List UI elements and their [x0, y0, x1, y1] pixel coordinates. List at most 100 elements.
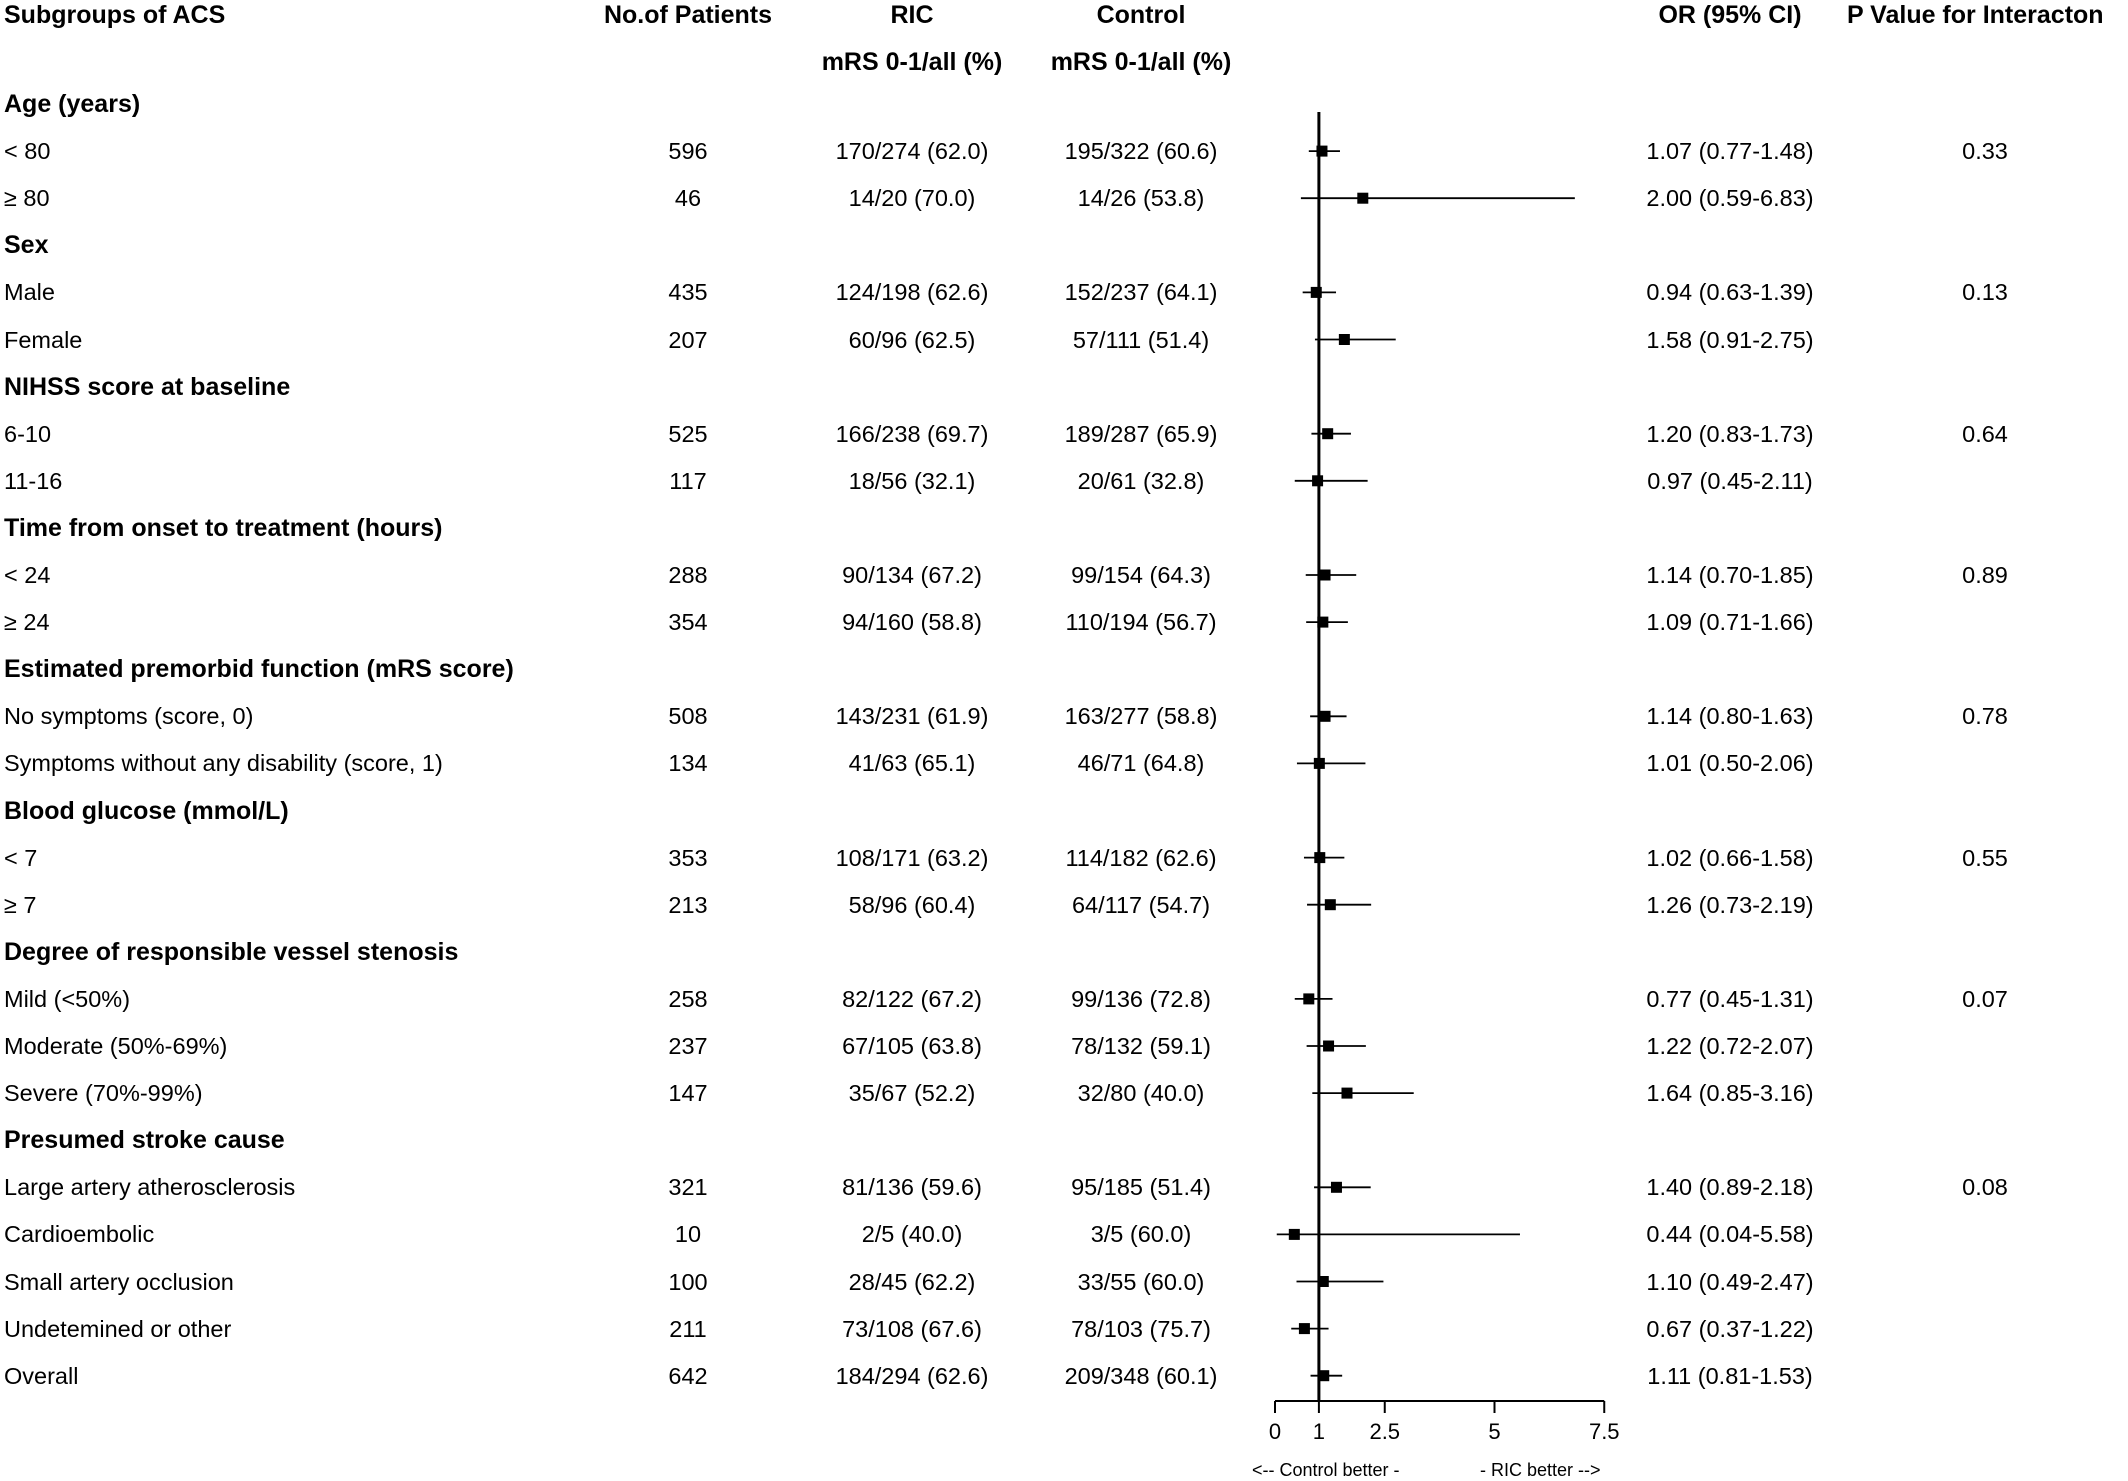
p-interaction-value: 0.64 — [1962, 420, 2008, 447]
patients-count: 46 — [674, 185, 702, 212]
patients-count: 288 — [668, 562, 708, 588]
or-ci-value: 2.00 (0.59-6.83) — [1646, 185, 1814, 212]
row-label: Small artery occlusion — [4, 1268, 234, 1295]
ric-value: 90/134 (67.2) — [842, 562, 982, 588]
row-label: 11-16 — [4, 467, 63, 494]
or-point — [1341, 1087, 1353, 1099]
x-tick-label: 0 — [1269, 1419, 1281, 1444]
row-label: < 24 — [4, 562, 51, 588]
ric-value: 73/108 (67.6) — [842, 1315, 982, 1342]
row-label: Cardioembolic — [4, 1221, 155, 1248]
row-label: < 7 — [4, 844, 38, 871]
or-point — [1298, 1323, 1310, 1335]
or-ci-value: 1.64 (0.85-3.16) — [1646, 1080, 1814, 1107]
ric-value: 82/122 (67.2) — [842, 985, 982, 1012]
or-point — [1317, 1276, 1329, 1287]
ric-value: 28/45 (62.2) — [848, 1268, 976, 1295]
p-interaction-value: 0.07 — [1962, 985, 2008, 1012]
or-ci-value: 1.01 (0.50-2.06) — [1646, 750, 1814, 777]
control-value: 33/55 (60.0) — [1077, 1268, 1205, 1295]
ric-value: 35/67 (52.2) — [848, 1080, 976, 1107]
or-point — [1323, 1040, 1335, 1052]
header-patients: No.of Patients — [603, 1, 773, 29]
header-subgroup: Subgroups of ACS — [4, 1, 226, 29]
row-label: No symptoms (score, 0) — [4, 703, 254, 730]
row-label: Symptoms without any disability (score, … — [4, 750, 443, 777]
header-or: OR (95% CI) — [1658, 1, 1802, 29]
or-ci-value: 1.40 (0.89-2.18) — [1646, 1174, 1814, 1201]
ric-value: 124/198 (62.6) — [835, 279, 989, 306]
patients-count: 435 — [668, 279, 708, 306]
control-value: 114/182 (62.6) — [1065, 844, 1217, 871]
or-point — [1288, 1228, 1300, 1240]
or-ci-value: 1.22 (0.72-2.07) — [1646, 1033, 1814, 1059]
control-value: 32/80 (40.0) — [1077, 1080, 1205, 1107]
p-interaction-value: 0.33 — [1962, 138, 2008, 165]
patients-count: 147 — [668, 1080, 708, 1107]
or-ci-value: 1.58 (0.91-2.75) — [1646, 326, 1814, 353]
ric-value: 143/231 (61.9) — [835, 703, 989, 730]
control-value: 14/26 (53.8) — [1077, 185, 1205, 212]
or-point — [1324, 899, 1336, 911]
x-tick-label: 2.5 — [1369, 1419, 1400, 1444]
or-point — [1322, 428, 1334, 440]
row-label: Moderate (50%-69%) — [4, 1033, 228, 1059]
control-value: 195/322 (60.6) — [1064, 138, 1218, 165]
row-label: 6-10 — [4, 420, 52, 447]
or-point — [1317, 616, 1329, 628]
control-value: 110/194 (56.7) — [1065, 609, 1217, 636]
ric-value: 166/238 (69.7) — [835, 420, 989, 447]
or-point — [1312, 475, 1324, 487]
group-heading: Presumed stroke cause — [4, 1126, 285, 1155]
patients-count: 354 — [668, 609, 708, 636]
ric-value: 41/63 (65.1) — [848, 750, 976, 777]
control-value: 152/237 (64.1) — [1064, 279, 1218, 306]
or-ci-value: 1.11 (0.81-1.53) — [1647, 1362, 1813, 1389]
ric-value: 2/5 (40.0) — [861, 1221, 963, 1248]
patients-count: 237 — [668, 1033, 708, 1059]
ric-value: 81/136 (59.6) — [842, 1174, 982, 1201]
p-interaction-value: 0.13 — [1962, 279, 2008, 306]
patients-count: 117 — [669, 467, 707, 494]
ric-value: 60/96 (62.5) — [848, 326, 976, 353]
ric-value: 108/171 (63.2) — [835, 844, 989, 871]
patients-count: 134 — [668, 750, 708, 777]
or-point — [1318, 1370, 1330, 1382]
or-ci-value: 0.67 (0.37-1.22) — [1646, 1315, 1814, 1342]
control-value: 95/185 (51.4) — [1071, 1174, 1211, 1201]
control-value: 78/103 (75.7) — [1071, 1315, 1211, 1342]
header-ric: RIC — [890, 1, 934, 29]
or-ci-value: 1.09 (0.71-1.66) — [1646, 609, 1814, 636]
row-label: Female — [4, 326, 83, 353]
group-heading: Age (years) — [4, 90, 141, 118]
group-heading: Time from onset to treatment (hours) — [4, 513, 443, 542]
or-ci-value: 1.14 (0.70-1.85) — [1646, 562, 1814, 588]
or-point — [1319, 710, 1331, 722]
patients-count: 353 — [668, 844, 708, 871]
row-label: Large artery atherosclerosis — [4, 1174, 296, 1201]
row-label: < 80 — [4, 138, 51, 165]
row-label: Undetemined or other — [4, 1315, 232, 1342]
x-tick-label: 5 — [1488, 1419, 1500, 1444]
or-ci-value: 1.07 (0.77-1.48) — [1646, 138, 1814, 165]
row-label: ≥ 24 — [4, 609, 50, 636]
group-heading: Sex — [4, 231, 49, 260]
header-control-sub: mRS 0-1/all (%) — [1050, 48, 1232, 76]
patients-count: 642 — [668, 1362, 708, 1389]
p-interaction-value: 0.55 — [1962, 844, 2008, 871]
patients-count: 213 — [668, 891, 708, 918]
or-point — [1330, 1181, 1342, 1193]
or-ci-value: 1.02 (0.66-1.58) — [1646, 844, 1814, 871]
header-ric-sub: mRS 0-1/all (%) — [821, 48, 1003, 76]
ric-value: 170/274 (62.0) — [835, 138, 989, 165]
p-interaction-value: 0.89 — [1962, 562, 2008, 588]
control-value: 57/111 (51.4) — [1072, 326, 1210, 353]
group-heading: Degree of responsible vessel stenosis — [4, 937, 459, 966]
group-heading: Estimated premorbid function (mRS score) — [4, 655, 514, 684]
group-heading: NIHSS score at baseline — [4, 372, 291, 401]
or-point — [1357, 192, 1369, 204]
control-value: 20/61 (32.8) — [1077, 467, 1205, 494]
patients-count: 596 — [668, 138, 708, 165]
or-point — [1338, 334, 1350, 345]
or-ci-value: 1.14 (0.80-1.63) — [1646, 703, 1814, 730]
